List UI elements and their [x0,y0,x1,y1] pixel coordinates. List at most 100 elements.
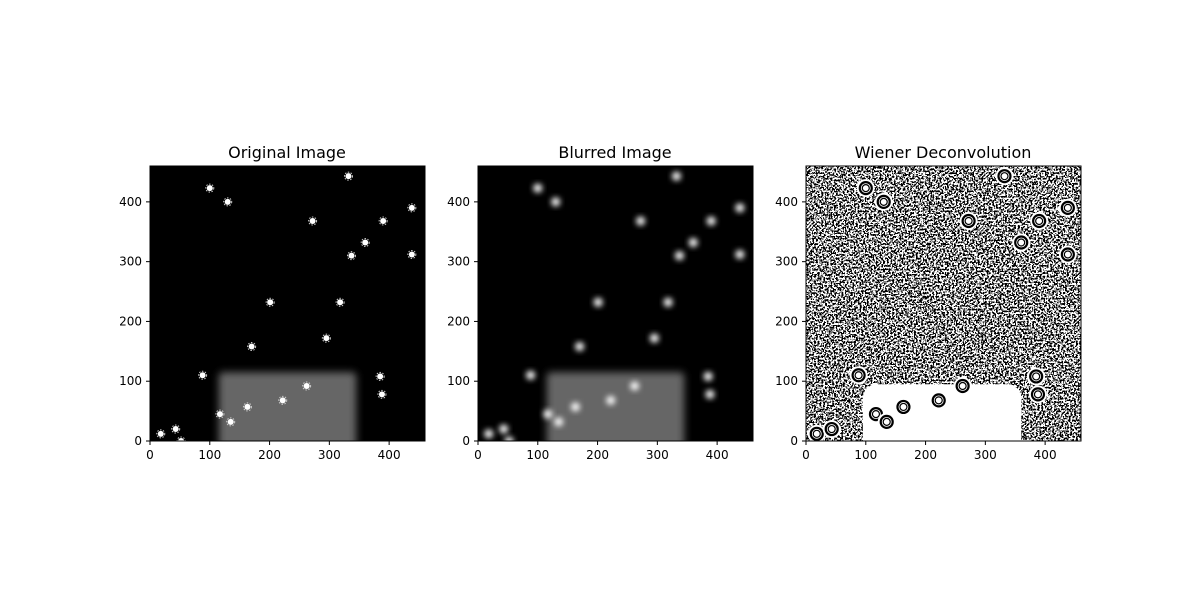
panel-title: Blurred Image [558,143,671,162]
star-point [309,218,316,224]
star-ring [824,421,839,437]
star-spikes [375,371,385,381]
star-point [533,183,543,193]
y-tick-label: 400 [775,195,798,209]
star-point [323,335,330,342]
star-ring [1060,200,1075,215]
star-ring-inner [1033,390,1043,399]
x-tick-label: 100 [854,448,877,462]
y-tick-label: 100 [775,374,798,388]
star-spikes [176,436,186,441]
star-ring-inner [1017,238,1026,247]
star-spikes [265,297,275,307]
star-spikes [156,429,166,439]
x-tick-label: 100 [526,448,549,462]
star-ring [879,414,894,429]
star-spikes [308,216,318,226]
star-spikes [335,297,345,307]
y-tick-label: 300 [775,255,798,269]
star-point [543,409,553,419]
star-point [244,403,251,410]
star-spikes [205,183,215,193]
star-point [688,238,698,248]
star-ring-inner [854,371,863,380]
star-point [570,402,580,412]
star-spikes [407,203,417,213]
star-spikes [407,249,417,259]
star-point [172,426,179,433]
star-ring-inner [882,417,891,426]
star-spikes [377,389,387,399]
image-area: 0 100 200 300 400 0 100 200 300 400 [119,165,426,462]
y-tick-label: 400 [447,195,470,209]
star-spikes [360,238,370,248]
star-point [378,391,385,398]
y-tick-label: 100 [447,374,470,388]
faint-ring [988,298,1000,309]
star-point [227,418,234,425]
star-spikes [302,381,312,391]
star-ring-inner [879,197,888,206]
star-ring-inner [871,409,881,419]
star-point [606,395,616,405]
x-tick-label: 200 [258,448,281,462]
x-tick-label: 100 [198,448,221,462]
x-tick-label: 0 [474,448,482,462]
panel-title: Original Image [228,143,346,162]
axes-frame [477,165,754,442]
star-point [705,389,715,399]
panel-original: Original Image 0 100 200 300 400 0 100 200 300 40… [119,143,426,462]
star-ring [858,181,873,196]
star-point [636,216,646,226]
star-spikes [378,216,388,226]
star-point [157,430,164,437]
star-point [216,411,223,418]
image-area: 0 100 200 300 400 0 100 200 300 400 [447,165,754,462]
star-point [551,197,561,207]
star-ring [896,399,911,415]
star-ring [1030,387,1046,402]
square-region [546,372,685,441]
star-ring-inner [1035,216,1044,226]
star-ring [955,378,970,394]
star-point [706,216,716,226]
star-point [703,371,713,381]
star-spikes [242,402,252,412]
star-point [279,397,286,404]
star-ring-inner [958,381,967,391]
x-tick-label: 400 [1034,448,1057,462]
star-point [408,204,415,211]
x-tick-label: 300 [974,448,997,462]
star-ring-inner [861,184,870,193]
y-tick-label: 200 [775,314,798,328]
star-ring-inner [812,429,821,438]
star-point [575,342,585,352]
y-tick-label: 100 [119,374,142,388]
star-spikes [215,409,225,419]
star-ring-inner [1063,250,1072,259]
x-tick-label: 200 [914,448,937,462]
star-ring [809,426,824,441]
star-ring [1029,369,1044,384]
image-area: 0 100 200 300 400 0 100 200 300 400 [775,165,1082,462]
faint-ring [920,296,932,308]
star-point [345,173,352,180]
y-tick-label: 0 [462,434,470,448]
star-point [649,333,659,343]
star-ring-inner [899,402,908,412]
x-tick-label: 300 [318,448,341,462]
star-point [484,429,494,439]
star-spikes [247,342,257,352]
star-ring [1032,213,1047,229]
panel-blurred: Blurred Image 0 100 200 300 400 0 100 200 300 400 [447,143,754,462]
star-spikes [321,333,331,343]
star-point [178,438,185,441]
square-region [218,372,357,441]
star-ring-inner [827,424,836,434]
star-spikes [343,171,353,181]
star-point [593,297,603,307]
x-tick-label: 200 [586,448,609,462]
star-ring [997,169,1012,184]
star-point [408,251,415,258]
